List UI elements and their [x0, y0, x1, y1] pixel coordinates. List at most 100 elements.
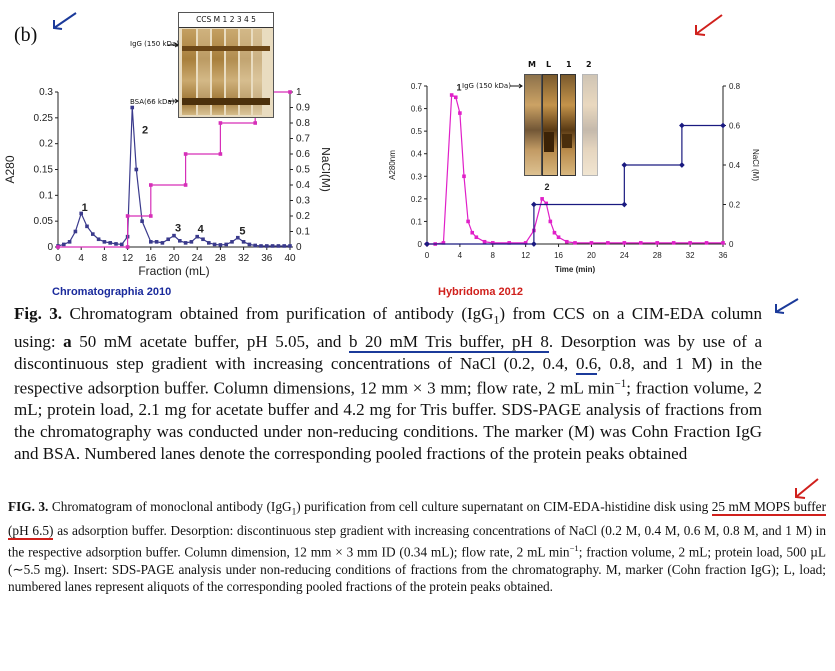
y2-tick-label: 0 [296, 242, 302, 253]
caption-2-text: Chromatogram of monoclonal antibody (IgG [48, 499, 292, 514]
y2-tick-label: 0.6 [296, 149, 310, 160]
data-point [154, 240, 159, 244]
data-point [474, 235, 479, 240]
y-tick-label: 0 [418, 240, 423, 249]
data-point [523, 241, 528, 245]
x-tick-label: 20 [168, 253, 180, 264]
y-tick-label: 0 [47, 242, 53, 253]
y-tick-label: 0.2 [39, 139, 53, 150]
x-tick-label: 40 [284, 253, 296, 264]
y-axis-label: A280 [3, 155, 17, 183]
data-point [552, 230, 557, 235]
x-tick-label: 8 [102, 253, 108, 264]
data-point [62, 242, 66, 247]
data-point [166, 237, 170, 242]
y2-tick-label: 0.8 [729, 82, 741, 91]
data-point [96, 237, 101, 242]
x-tick-label: 0 [425, 251, 430, 260]
data-point [253, 121, 257, 125]
x-axis-label: Time (min) [555, 265, 596, 274]
data-point [288, 90, 292, 94]
data-point [655, 241, 660, 245]
red-arrow-icon-2 [795, 478, 819, 499]
data-point [218, 121, 223, 125]
gel-right-lane-l: L [546, 60, 552, 69]
data-point [241, 240, 246, 244]
caption-1-highlight-b: b 20 mM Tris buffer, pH 8 [348, 331, 549, 353]
x-tick-label: 28 [215, 253, 227, 264]
data-point [195, 234, 199, 239]
data-point [564, 239, 569, 244]
data-point [149, 214, 153, 218]
y2-tick-label: 0.2 [729, 201, 741, 210]
data-point [172, 233, 176, 238]
data-point [288, 244, 292, 248]
data-point [102, 240, 107, 244]
data-point [108, 241, 112, 245]
data-point [247, 242, 252, 247]
caption-2-sub: 1 [291, 507, 297, 518]
caption-2-text: ; fraction volume, 2 mL; protein load, 5… [8, 544, 826, 595]
data-point [134, 167, 139, 172]
data-point [201, 237, 205, 242]
caption-2-underlined: 25 mM MOPS buffer (pH 6.5) [8, 499, 826, 541]
data-point [130, 105, 135, 110]
y-tick-label: 0.1 [411, 217, 423, 226]
data-point [704, 241, 709, 245]
y-tick-label: 0.7 [411, 82, 423, 91]
data-point [441, 241, 446, 245]
data-point [218, 152, 223, 156]
data-point [466, 219, 470, 224]
data-point [720, 122, 726, 129]
y-tick-label: 0.2 [411, 195, 423, 204]
gel-right [522, 72, 604, 178]
y-tick-label: 0.5 [411, 127, 423, 136]
peak-label: 4 [198, 224, 205, 236]
data-point [125, 245, 130, 249]
y-tick-label: 0.15 [34, 165, 54, 176]
peak-label: 1 [82, 202, 88, 214]
x-tick-label: 16 [554, 251, 563, 260]
data-point [679, 162, 685, 168]
y2-tick-label: 0.1 [296, 227, 310, 238]
data-point [178, 239, 182, 243]
peak-label: 3 [175, 223, 181, 235]
chart-left: 0 4 8 12 16 20 24 28 32 36 4000.050.10.150.20.250.… [3, 87, 330, 278]
data-point [482, 239, 487, 244]
gel-right-lane-1: 1 [566, 60, 572, 69]
gel-right-pointer [510, 83, 523, 89]
data-point [544, 201, 549, 206]
data-point [149, 183, 153, 187]
gel-left-marker-bsa: BSA(66 kDa) [130, 98, 175, 106]
data-point [140, 219, 144, 223]
caption-1-text: ; fraction volume, 2 mL; protein load, 2… [14, 378, 763, 463]
peak-label: 5 [239, 226, 245, 238]
data-point [462, 174, 466, 179]
data-point [207, 241, 211, 245]
caption-1-sup: −1 [614, 378, 627, 391]
y2-tick-label: 0.7 [296, 134, 310, 145]
data-point [224, 242, 228, 247]
data-point [458, 111, 462, 115]
gel-left-pointers [168, 42, 179, 104]
gel-left-marker-igg: IgG (150 kDa) [130, 40, 179, 48]
gel-right-marker: IgG (150 kDa) [462, 82, 511, 90]
y-tick-label: 0.4 [411, 150, 423, 159]
y2-tick-label: 0.3 [296, 196, 310, 207]
caption-1-underlined: 0.6 [576, 353, 598, 375]
data-point [548, 219, 553, 224]
data-point [621, 162, 628, 168]
peak-label: 2 [545, 182, 550, 192]
data-point [589, 241, 594, 245]
caption-1-fig: Fig. 3. [14, 304, 63, 323]
data-point [622, 241, 627, 245]
y2-tick-label: 1 [296, 87, 302, 98]
y2-axis-label: NaCl (M) [751, 149, 760, 181]
gel-right-lanes: M L 1 2 [522, 60, 604, 76]
x-tick-label: 12 [122, 253, 134, 264]
x-tick-label: 28 [653, 251, 662, 260]
x-tick-label: 12 [521, 251, 530, 260]
data-point [183, 152, 188, 156]
data-point [236, 235, 240, 240]
data-point [531, 241, 537, 247]
